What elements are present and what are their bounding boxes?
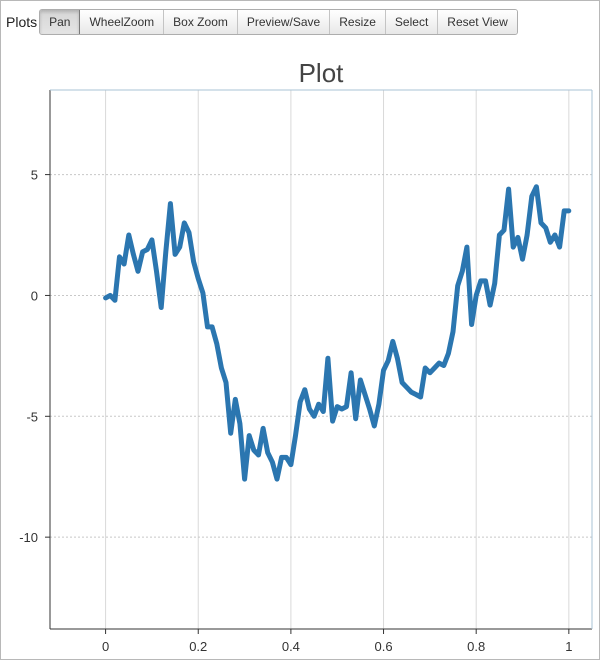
preview-save-button[interactable]: Preview/Save — [237, 10, 331, 34]
plot-toolbar: Plots Pan WheelZoom Box Zoom Preview/Sav… — [6, 9, 518, 35]
y-tick-label: 0 — [31, 288, 38, 303]
y-tick-label: -5 — [26, 409, 38, 424]
y-tick-label: 5 — [31, 168, 38, 183]
select-button[interactable]: Select — [385, 10, 439, 34]
pan-button[interactable]: Pan — [40, 10, 81, 34]
axis-layer — [45, 89, 593, 634]
series-layer — [103, 184, 572, 482]
x-tick-label: 0 — [102, 639, 109, 654]
grid-layer — [50, 90, 592, 629]
x-tick-label: 0.6 — [374, 639, 392, 654]
plot-title: Plot — [298, 58, 344, 88]
y-tick-label: -10 — [19, 530, 38, 545]
x-tick-label: 0.2 — [189, 639, 207, 654]
x-tick-label: 1 — [565, 639, 572, 654]
tool-button-group: Pan WheelZoom Box Zoom Preview/Save Resi… — [39, 9, 518, 35]
box-zoom-button[interactable]: Box Zoom — [164, 10, 238, 34]
x-tick-label: 0.8 — [467, 639, 485, 654]
wheel-zoom-button[interactable]: WheelZoom — [80, 10, 165, 34]
resize-button[interactable]: Resize — [330, 10, 386, 34]
reset-view-button[interactable]: Reset View — [438, 10, 517, 34]
series-line — [103, 184, 572, 482]
tick-label-layer: 0 0.2 0.4 0.6 0.8 1 5 0 -5 -10 — [19, 168, 572, 654]
toolbar-label: Plots — [6, 14, 38, 30]
x-tick-label: 0.4 — [282, 639, 300, 654]
